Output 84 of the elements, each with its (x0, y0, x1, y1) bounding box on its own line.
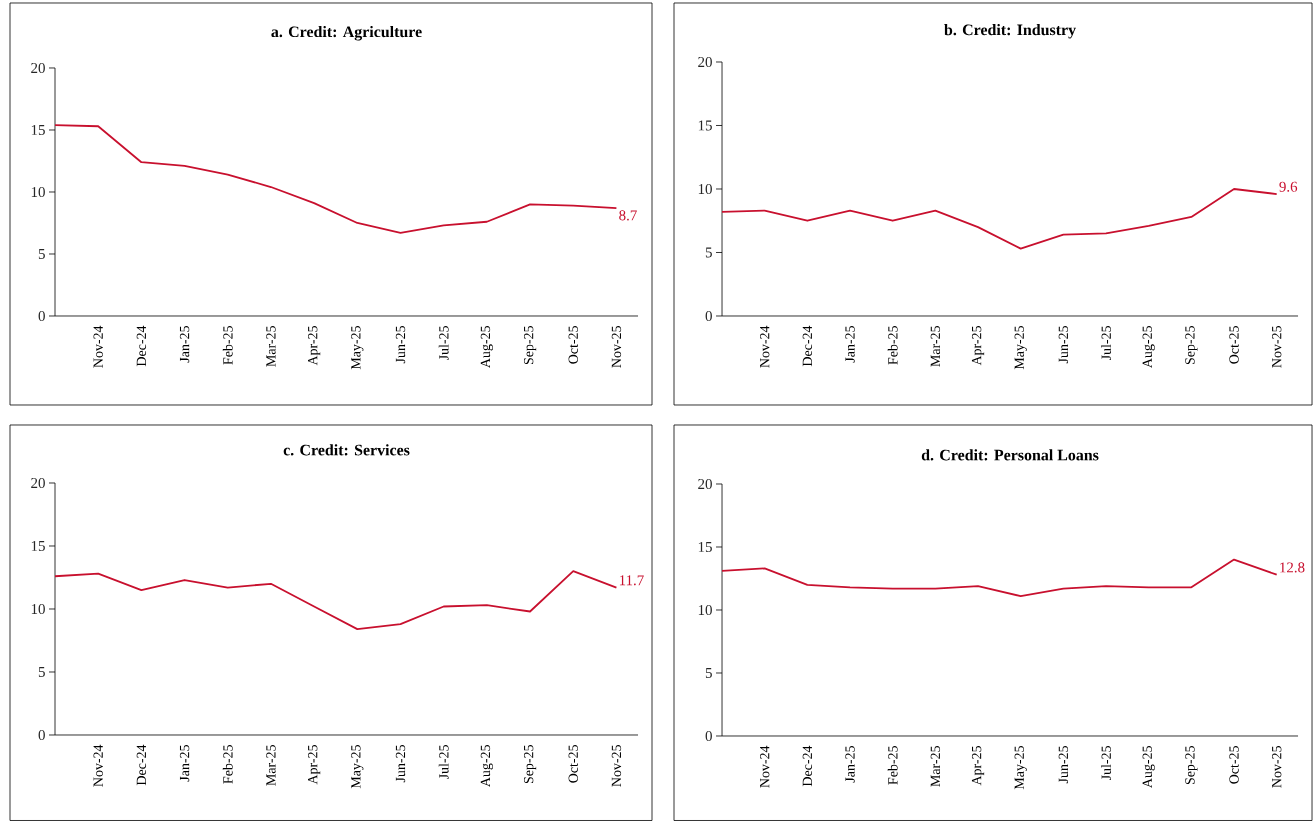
y-tick-label: 0 (705, 730, 712, 742)
y-tick-label: 10 (698, 183, 712, 195)
x-tick-label: Apr-25 (308, 745, 321, 785)
x-tick-label: Sep-25 (1185, 326, 1198, 365)
x-tick-label: Jan-25 (845, 326, 855, 363)
x-tick-label: Jun-25 (1058, 746, 1069, 784)
chart-title: d. Credit: Personal Loans (921, 449, 1099, 461)
line-series (721, 188, 1278, 250)
x-tick-label: Jun-25 (395, 745, 406, 783)
x-tick-label: Aug-25 (1142, 326, 1155, 368)
x-tick-label: Dec-24 (136, 744, 147, 786)
line-series (54, 570, 618, 631)
x-tick-label: May-25 (1014, 746, 1027, 790)
x-tick-label: Aug-25 (480, 326, 493, 368)
y-tick-label: 20 (31, 62, 45, 74)
x-tick-label: Sep-25 (523, 326, 537, 365)
x-tick-label: Mar-25 (930, 326, 941, 367)
x-tick-label: Nov-25 (611, 745, 622, 787)
x-tick-label: Jul-25 (438, 326, 449, 361)
x-tick-label: Feb-25 (887, 746, 898, 785)
chart-title: a. Credit: Agriculture (271, 25, 422, 41)
x-tick-label: Aug-25 (480, 745, 493, 787)
y-tick-label: 5 (38, 249, 45, 259)
x-tick-label: Aug-25 (1142, 746, 1155, 788)
x-tick-label: Apr-25 (308, 326, 321, 366)
x-tick-label: Dec-24 (802, 745, 813, 787)
y-tick-label: 20 (698, 478, 712, 490)
y-tick-label: 10 (31, 186, 45, 198)
x-tick-label: Mar-25 (266, 745, 276, 786)
y-tick-label: 15 (698, 541, 712, 552)
x-tick-label: Apr-25 (971, 746, 985, 786)
line-series (721, 558, 1278, 598)
x-tick-label: Jan-25 (179, 745, 190, 782)
x-tick-label: Jul-25 (438, 745, 449, 780)
chart-title: b. Credit: Industry (944, 23, 1076, 39)
x-tick-label: Nov-25 (1272, 326, 1282, 368)
x-tick-label: Nov-25 (1272, 746, 1282, 788)
x-tick-label: Oct-25 (568, 745, 578, 783)
line-series (54, 124, 618, 234)
y-tick-label: 5 (705, 668, 712, 678)
x-tick-label: Oct-25 (568, 326, 578, 364)
x-tick-label: Nov-24 (93, 325, 103, 368)
annotation: 12.8 (1280, 562, 1305, 573)
y-tick-label: 5 (705, 247, 712, 258)
x-tick-label: Jun-25 (395, 326, 406, 364)
x-tick-label: Jun-25 (1058, 326, 1069, 364)
y-tick-label: 0 (705, 310, 712, 322)
y-tick-label: 0 (38, 729, 45, 741)
x-tick-label: Dec-24 (802, 325, 813, 367)
y-tick-label: 15 (31, 124, 45, 135)
x-tick-label: Nov-24 (93, 744, 103, 787)
x-tick-label: Mar-25 (266, 326, 276, 367)
x-tick-label: Feb-25 (222, 326, 233, 365)
x-tick-label: Dec-24 (136, 325, 147, 367)
x-tick-label: Nov-24 (760, 745, 770, 788)
x-tick-label: Feb-25 (222, 745, 233, 784)
x-tick-label: Mar-25 (930, 746, 941, 787)
x-tick-label: Oct-25 (1229, 326, 1239, 364)
y-tick-label: 20 (698, 56, 712, 68)
x-tick-label: Nov-25 (611, 326, 622, 368)
x-tick-label: Jan-25 (179, 326, 190, 363)
x-tick-label: Sep-25 (523, 745, 537, 784)
x-tick-label: Jul-25 (1101, 746, 1111, 781)
x-tick-label: Oct-25 (1229, 746, 1239, 784)
y-tick-label: 15 (698, 120, 712, 131)
x-tick-label: Nov-24 (760, 325, 770, 368)
x-tick-label: Jul-25 (1101, 326, 1111, 361)
annotation: 9.6 (1279, 181, 1298, 192)
x-tick-label: May-25 (351, 745, 364, 789)
x-tick-label: Apr-25 (971, 326, 985, 366)
y-tick-label: 10 (698, 604, 712, 616)
y-tick-label: 0 (38, 310, 45, 322)
y-tick-label: 15 (31, 540, 45, 551)
x-tick-label: May-25 (351, 326, 364, 370)
chart-title: c. Credit: Services (283, 444, 410, 456)
y-tick-label: 20 (31, 477, 45, 489)
annotation: 11.7 (619, 575, 644, 586)
x-tick-label: Feb-25 (887, 326, 898, 365)
annotation: 8.7 (619, 210, 637, 221)
y-tick-label: 10 (31, 603, 45, 615)
x-tick-label: Sep-25 (1185, 746, 1198, 785)
x-tick-label: May-25 (1014, 326, 1027, 370)
x-tick-label: Jan-25 (845, 746, 855, 783)
y-tick-label: 5 (38, 667, 45, 677)
